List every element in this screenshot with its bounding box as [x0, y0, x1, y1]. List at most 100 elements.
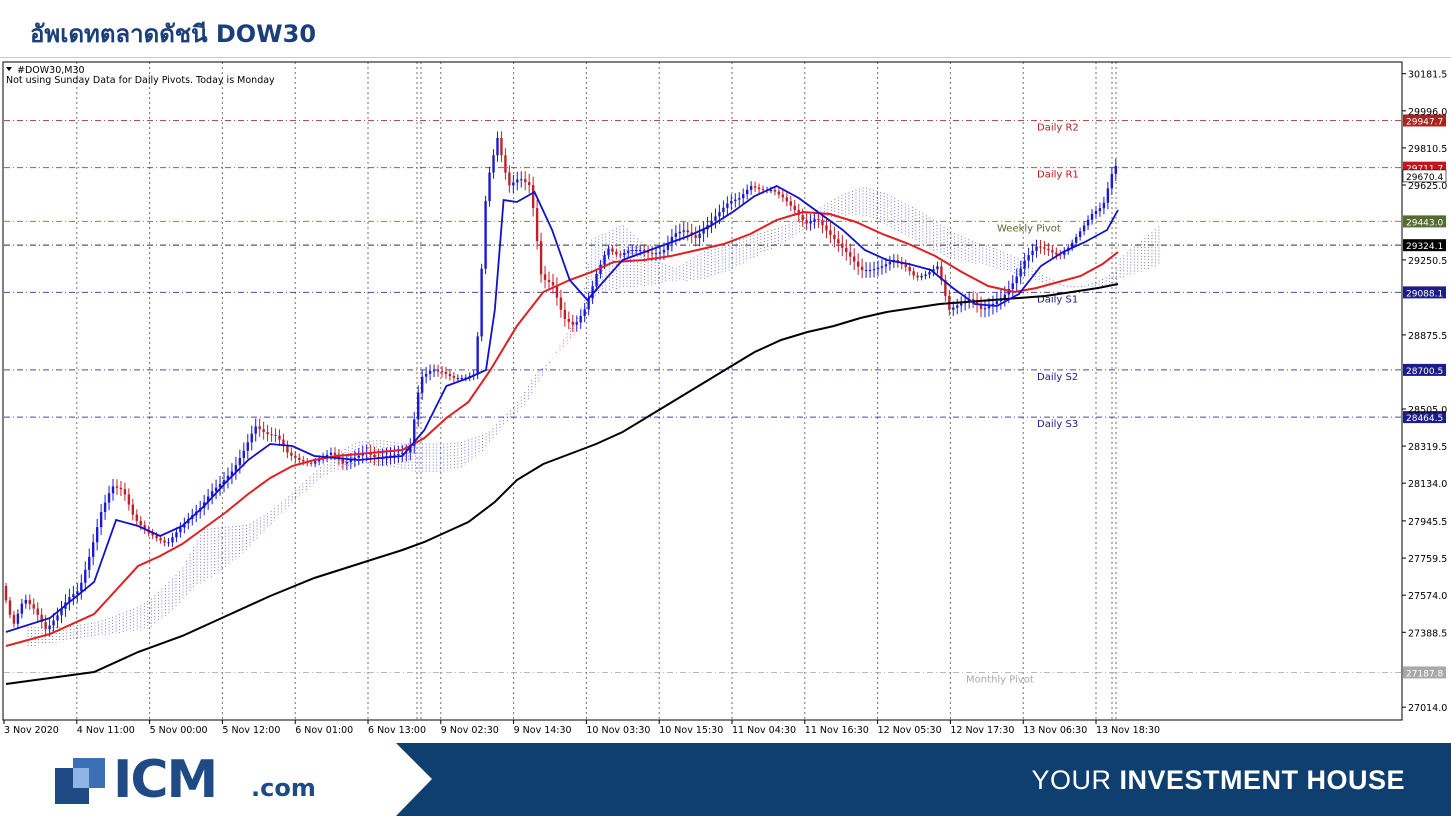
- candle-body: [551, 282, 555, 286]
- candle-body: [44, 622, 47, 630]
- tagline-light: YOUR: [1031, 765, 1120, 795]
- candle-body: [686, 230, 689, 233]
- candle-body: [111, 486, 115, 494]
- candle-body: [730, 201, 733, 204]
- candle-body: [654, 253, 658, 255]
- candle-body: [444, 371, 448, 374]
- logo-cube-icon: [55, 758, 105, 804]
- candle-body: [349, 459, 353, 463]
- candle-body: [979, 304, 983, 310]
- candle-body: [805, 220, 808, 224]
- candle-body: [290, 452, 293, 456]
- candle-body: [28, 599, 31, 605]
- candle-body: [1090, 214, 1094, 220]
- candle-body: [159, 538, 162, 541]
- candle-body: [849, 252, 852, 257]
- candle-body: [674, 233, 678, 237]
- candle-body: [230, 471, 234, 476]
- candle-body: [595, 274, 598, 287]
- candle-body: [179, 527, 182, 533]
- candle-body: [543, 274, 547, 280]
- candle-body: [270, 434, 273, 436]
- candle-body: [821, 220, 824, 226]
- candle-body: [274, 434, 277, 436]
- y-tick-label: 28505.0: [1408, 405, 1447, 416]
- candle-body: [1007, 288, 1010, 295]
- candle-body: [761, 189, 765, 191]
- level-price-tag: [1403, 239, 1446, 252]
- candle-body: [286, 446, 289, 453]
- y-tick-label: 27574.0: [1408, 591, 1447, 602]
- candle-body: [698, 233, 701, 238]
- candle-body: [504, 155, 507, 173]
- candle-body: [884, 264, 888, 267]
- candle-body: [829, 230, 832, 235]
- candle-body: [492, 155, 495, 173]
- candle-body: [813, 219, 816, 222]
- candle-body: [1082, 225, 1086, 232]
- candle-body: [547, 279, 551, 283]
- x-tick-label: 11 Nov 04:30: [732, 725, 796, 736]
- time-axis: 3 Nov 2020 4 Nov 11:00 5 Nov 00:00 5 Nov 12…: [3, 720, 1160, 736]
- candle-body: [48, 625, 51, 630]
- candle-body: [524, 179, 527, 183]
- candle-body: [658, 252, 662, 254]
- candle-body: [214, 487, 218, 492]
- y-tick-label: 27014.0: [1408, 703, 1447, 714]
- candle-body: [432, 370, 436, 372]
- candle-body: [325, 454, 329, 458]
- footer-band: [396, 743, 1451, 816]
- candle-body: [932, 269, 935, 273]
- candle-body: [1086, 219, 1090, 226]
- level-price-text: 29324.1: [1406, 242, 1443, 252]
- price-chart[interactable]: Daily R2 Daily R1 Weekly Pivot Daily S1 Dail…: [0, 60, 1451, 743]
- candle-body: [888, 262, 892, 265]
- candle-body: [627, 250, 630, 253]
- candle-body: [650, 252, 654, 254]
- candle-body: [333, 452, 337, 455]
- candle-body: [896, 260, 900, 263]
- logo-suffix: .com: [251, 774, 316, 802]
- x-tick-label: 12 Nov 05:30: [878, 725, 942, 736]
- candle-body: [76, 591, 79, 595]
- candle-body: [151, 532, 154, 536]
- candle-body: [607, 248, 610, 256]
- candle-body: [428, 370, 432, 374]
- candle-body: [1102, 202, 1106, 209]
- level-price-tag: [1403, 411, 1446, 424]
- level-price-tag: [1403, 363, 1446, 376]
- candle-body: [983, 308, 987, 310]
- candle-body: [401, 453, 404, 455]
- level-price-text: 29088.1: [1406, 289, 1443, 299]
- candle-body: [995, 301, 999, 304]
- candle-body: [714, 216, 717, 221]
- candle-body: [753, 186, 757, 188]
- current-price-text: 29670.4: [1406, 173, 1443, 183]
- candle-body: [757, 187, 761, 190]
- candle-body: [262, 429, 265, 433]
- y-tick-label: 27388.5: [1408, 628, 1447, 639]
- candle-body: [84, 569, 87, 583]
- candle-body: [559, 297, 563, 310]
- candle-body: [1098, 208, 1102, 212]
- candle-body: [440, 371, 444, 373]
- candle-body: [833, 234, 836, 240]
- candle-body: [80, 582, 83, 592]
- candle-body: [646, 251, 650, 253]
- symbol-dropdown-icon[interactable]: [6, 67, 12, 71]
- candle-body: [500, 138, 503, 156]
- candle-body: [940, 266, 943, 281]
- candle-body: [131, 504, 135, 515]
- candle-body: [670, 236, 674, 244]
- candle-body: [242, 450, 246, 458]
- candle-body: [527, 182, 531, 186]
- candle-body: [226, 475, 230, 481]
- y-tick-label: 27945.5: [1408, 517, 1447, 528]
- candle-body: [95, 527, 99, 543]
- candle-body: [587, 298, 590, 310]
- level-price-text: 28700.5: [1406, 367, 1443, 377]
- x-tick-label: 4 Nov 11:00: [77, 725, 135, 736]
- candle-body: [777, 191, 781, 195]
- candle-body: [278, 435, 281, 440]
- x-tick-label: 10 Nov 03:30: [586, 725, 650, 736]
